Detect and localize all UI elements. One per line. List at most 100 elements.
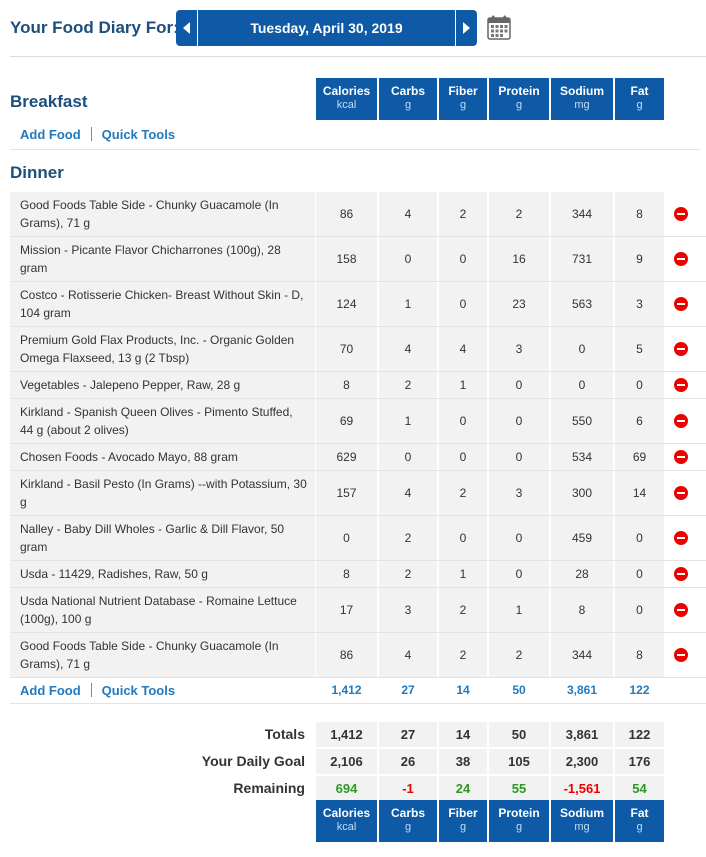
food-calories-value: 8 xyxy=(316,561,377,587)
row-divider xyxy=(10,326,706,327)
food-fat-value: 0 xyxy=(615,588,664,632)
food-carbs-value: 0 xyxy=(379,237,437,281)
food-name-link[interactable]: Costco - Rotisserie Chicken- Breast With… xyxy=(10,282,315,326)
food-name-link[interactable]: Usda National Nutrient Database - Romain… xyxy=(10,588,315,632)
delete-entry-button[interactable] xyxy=(666,561,696,587)
dinner-add-food-link[interactable]: Add Food xyxy=(20,683,81,698)
totals-row-fiber: 14 xyxy=(439,722,487,747)
bottom-carbs-header: Carbs g xyxy=(379,800,437,842)
food-fat-value: 6 xyxy=(615,399,664,443)
dinner-total-protein: 50 xyxy=(512,683,526,697)
delete-entry-button[interactable] xyxy=(666,282,696,326)
delete-entry-button[interactable] xyxy=(666,471,696,515)
food-fat-value: 8 xyxy=(615,192,664,236)
food-fat-value: 5 xyxy=(615,327,664,371)
remaining-row-carbs: -1 xyxy=(379,776,437,801)
next-day-button[interactable] xyxy=(455,10,477,46)
food-sodium-value: 534 xyxy=(551,444,613,470)
row-divider xyxy=(10,632,706,633)
food-name-link[interactable]: Premium Gold Flax Products, Inc. - Organ… xyxy=(10,327,315,371)
food-calories-value: 17 xyxy=(316,588,377,632)
arrow-left-icon xyxy=(183,22,190,34)
delete-entry-button[interactable] xyxy=(666,516,696,560)
row-divider xyxy=(10,677,706,678)
delete-entry-button[interactable] xyxy=(666,372,696,398)
food-name-link[interactable]: Kirkland - Spanish Queen Olives - Piment… xyxy=(10,399,315,443)
remove-icon xyxy=(674,252,688,266)
food-fiber-value: 0 xyxy=(439,237,487,281)
food-name-link[interactable]: Mission - Picante Flavor Chicharrones (1… xyxy=(10,237,315,281)
dinner-quick-tools-link[interactable]: Quick Tools xyxy=(101,683,176,698)
delete-entry-button[interactable] xyxy=(666,399,696,443)
food-calories-value: 158 xyxy=(316,237,377,281)
food-name-link[interactable]: Nalley - Baby Dill Wholes - Garlic & Dil… xyxy=(10,516,315,560)
food-name-link[interactable]: Usda - 11429, Radishes, Raw, 50 g xyxy=(10,561,315,587)
previous-day-button[interactable] xyxy=(176,10,198,46)
food-sodium-value: 0 xyxy=(551,327,613,371)
food-fiber-value: 4 xyxy=(439,327,487,371)
dinner-total-sodium: 3,861 xyxy=(566,683,598,697)
totals-row-protein: 50 xyxy=(489,722,549,747)
food-carbs-value: 1 xyxy=(379,282,437,326)
remove-icon xyxy=(674,378,688,392)
remaining-row-sodium: -1,561 xyxy=(551,776,613,801)
dinner-title: Dinner xyxy=(10,163,64,182)
food-sodium-value: 459 xyxy=(551,516,613,560)
bottom-fiber-header: Fiber g xyxy=(439,800,487,842)
food-protein-value: 2 xyxy=(489,633,549,677)
food-name-link[interactable]: Good Foods Table Side - Chunky Guacamole… xyxy=(10,192,315,236)
breakfast-add-food-link[interactable]: Add Food xyxy=(20,127,81,142)
header-divider xyxy=(10,56,706,57)
food-calories-value: 70 xyxy=(316,327,377,371)
top-calories-header: Calories kcal xyxy=(316,78,377,120)
row-divider xyxy=(10,371,706,372)
current-date: Tuesday, April 30, 2019 xyxy=(250,20,403,36)
totals-row: Totals 1,412 27 14 50 3,861 122 xyxy=(10,722,706,747)
breakfast-divider xyxy=(10,149,700,150)
column-unit: g xyxy=(515,99,523,111)
dinner-total-fat: 122 xyxy=(629,683,650,697)
delete-entry-button[interactable] xyxy=(666,633,696,677)
food-fiber-value: 0 xyxy=(439,444,487,470)
delete-entry-button[interactable] xyxy=(666,237,696,281)
food-sodium-value: 563 xyxy=(551,282,613,326)
food-carbs-value: 2 xyxy=(379,561,437,587)
food-calories-value: 629 xyxy=(316,444,377,470)
bottom-calories-header: Calories kcal xyxy=(316,800,377,842)
food-protein-value: 0 xyxy=(489,399,549,443)
delete-entry-button[interactable] xyxy=(666,192,696,236)
remaining-row-protein: 55 xyxy=(489,776,549,801)
column-name: Calories xyxy=(322,84,371,98)
food-name-link[interactable]: Vegetables - Jalepeno Pepper, Raw, 28 g xyxy=(10,372,315,398)
delete-entry-button[interactable] xyxy=(666,588,696,632)
calendar-icon[interactable] xyxy=(487,15,511,40)
daily-goal-row-calories: 2,106 xyxy=(316,749,377,774)
top-fiber-header: Fiber g xyxy=(439,78,487,120)
food-carbs-value: 4 xyxy=(379,327,437,371)
delete-entry-button[interactable] xyxy=(666,327,696,371)
food-name-link[interactable]: Chosen Foods - Avocado Mayo, 88 gram xyxy=(10,444,315,470)
dinner-divider xyxy=(10,703,706,704)
food-entry-row: Premium Gold Flax Products, Inc. - Organ… xyxy=(10,327,706,371)
remove-icon xyxy=(674,603,688,617)
food-protein-value: 16 xyxy=(489,237,549,281)
column-name: Protein xyxy=(498,806,540,820)
remaining-row-label: Remaining xyxy=(233,780,305,796)
food-name-link[interactable]: Good Foods Table Side - Chunky Guacamole… xyxy=(10,633,315,677)
totals-row-fat: 122 xyxy=(615,722,664,747)
food-calories-value: 86 xyxy=(316,633,377,677)
top-protein-header: Protein g xyxy=(489,78,549,120)
food-entry-row: Good Foods Table Side - Chunky Guacamole… xyxy=(10,192,706,236)
bottom-fat-header: Fat g xyxy=(615,800,664,842)
food-entry-row: Chosen Foods - Avocado Mayo, 88 gram 629 0… xyxy=(10,444,706,470)
delete-entry-button[interactable] xyxy=(666,444,696,470)
top-fat-header: Fat g xyxy=(615,78,664,120)
breakfast-quick-tools-link[interactable]: Quick Tools xyxy=(101,127,176,142)
food-calories-value: 8 xyxy=(316,372,377,398)
food-fiber-value: 0 xyxy=(439,516,487,560)
dinner-total-carbs: 27 xyxy=(401,683,415,697)
food-fiber-value: 0 xyxy=(439,282,487,326)
food-carbs-value: 4 xyxy=(379,633,437,677)
food-name-link[interactable]: Kirkland - Basil Pesto (In Grams) --with… xyxy=(10,471,315,515)
column-name: Fat xyxy=(630,806,649,820)
